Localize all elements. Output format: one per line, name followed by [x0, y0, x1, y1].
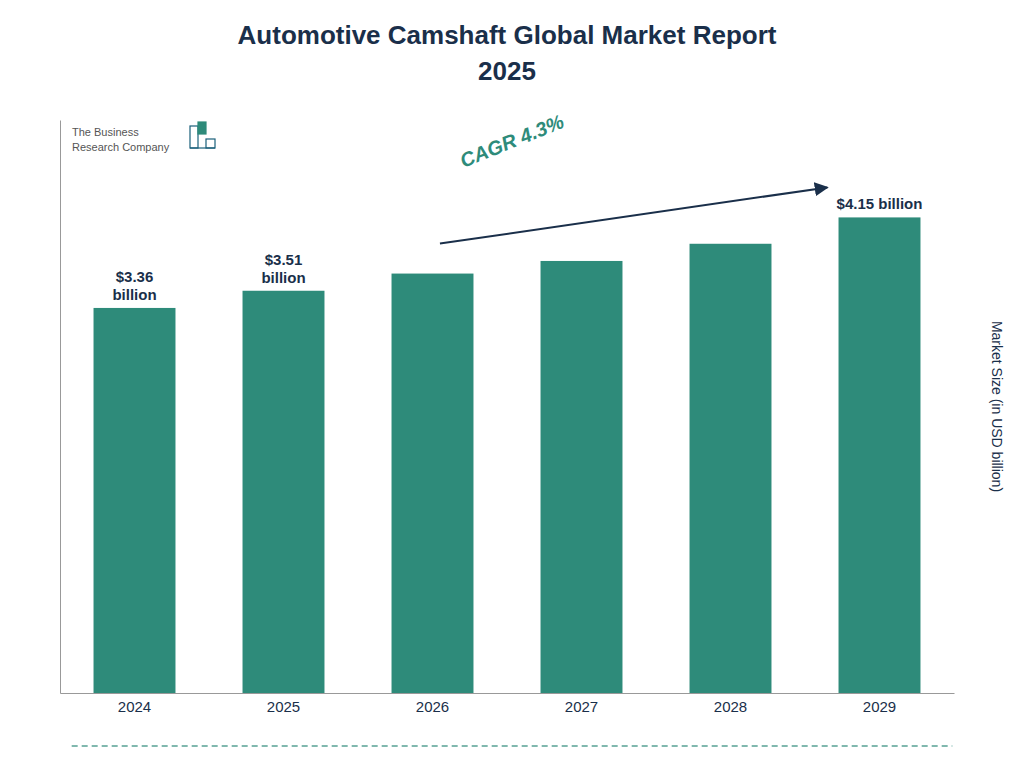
note-line: Research Company	[72, 141, 170, 153]
x-tick-label: 2026	[416, 698, 449, 715]
x-tick: 2025	[267, 693, 300, 715]
title: Automotive Camshaft Global Market Report	[238, 20, 777, 50]
value-label-line: billion	[261, 269, 305, 286]
x-axis: 2024 2025 2026 2027 2028 2029	[61, 693, 955, 715]
note: The Business Research Company	[72, 126, 170, 153]
x-tick: 2029	[863, 693, 896, 715]
x-tick: 2028	[714, 693, 747, 715]
value-label-line: $3.36	[116, 268, 154, 285]
x-tick: 2026	[416, 693, 449, 715]
x-tick-label: 2025	[267, 698, 300, 715]
x-tick-label: 2029	[863, 698, 896, 715]
y-axis	[60, 121, 61, 694]
annotation: CAGR 4.3%	[457, 110, 567, 172]
note-line: The Business	[72, 126, 139, 138]
subtitle: 2025	[478, 56, 536, 86]
bar	[541, 261, 623, 693]
value-label: $4.15 billion	[837, 195, 923, 212]
y-axis-line	[60, 121, 61, 694]
logo-part	[190, 147, 215, 148]
value-labels: $3.36billion$3.51billion$4.15 billion	[112, 195, 922, 303]
bar	[94, 308, 176, 693]
value-label-line: $3.51	[265, 251, 303, 268]
chart: 202420252026202720282029$3.36billion$3.5…	[0, 0, 1024, 768]
value-label: $3.36billion	[112, 268, 156, 303]
value-label-line: $4.15 billion	[837, 195, 923, 212]
logo-part	[206, 139, 215, 148]
x-tick: 2024	[118, 693, 151, 715]
value-label: $3.51billion	[261, 251, 305, 286]
footer-rule	[72, 745, 953, 747]
bar	[839, 217, 921, 693]
trend-arrow	[440, 187, 827, 243]
bar	[243, 291, 325, 693]
bars	[94, 217, 921, 693]
logo-part	[198, 122, 206, 134]
x-axis-line	[61, 693, 955, 694]
value-label-line: billion	[112, 286, 156, 303]
x-tick-label: 2028	[714, 698, 747, 715]
x-tick-label: 2024	[118, 698, 151, 715]
bar	[690, 244, 772, 693]
annotations: CAGR 4.3% The Business Research Company	[72, 110, 827, 244]
logo	[190, 122, 215, 148]
plot: 202420252026202720282029$3.36billion$3.5…	[61, 110, 955, 715]
bar	[392, 274, 474, 693]
logo-part	[190, 126, 198, 148]
x-tick: 2027	[565, 693, 598, 715]
x-tick-label: 2027	[565, 698, 598, 715]
y-axis-label: Market Size (in USD billion)	[989, 321, 1005, 492]
